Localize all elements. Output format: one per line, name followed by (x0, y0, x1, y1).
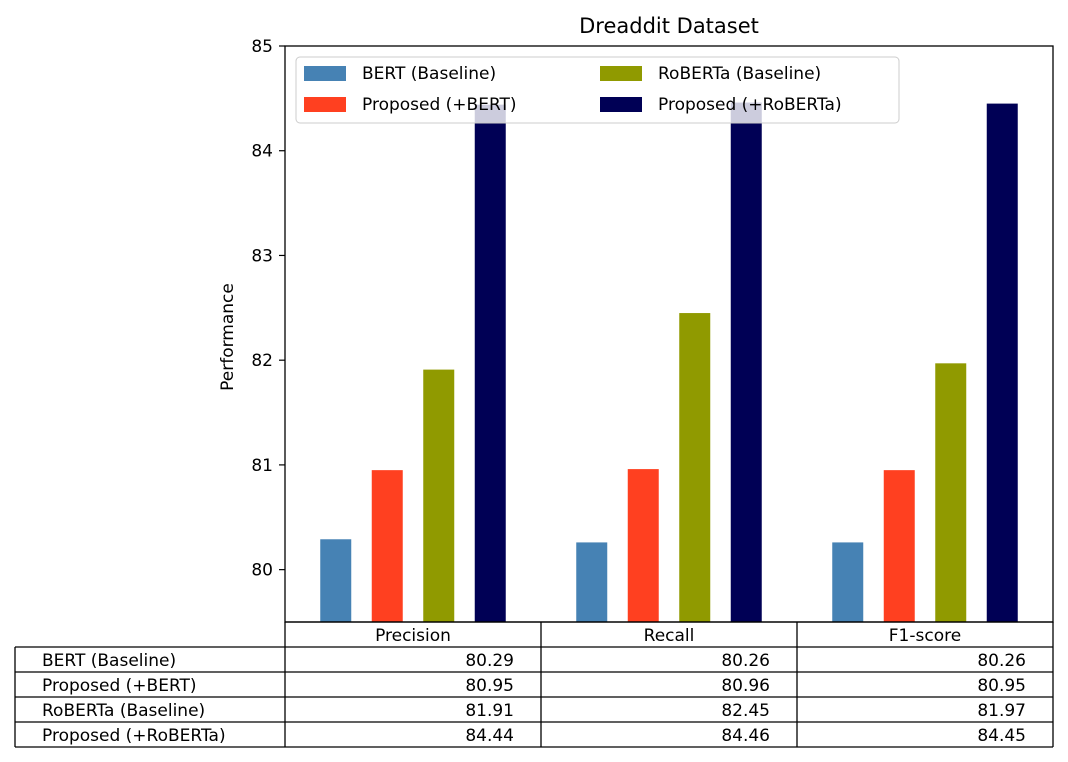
bar-bert-baseline-precision (320, 539, 352, 622)
legend-swatch-proposed-bert (304, 97, 346, 112)
table-cell: 82.45 (721, 701, 770, 721)
data-table: Precision Recall F1-score BERT (Baseline) 80… (14, 621, 1054, 748)
y-tick-label: 81 (251, 456, 273, 476)
table-cell: 80.29 (465, 651, 514, 671)
table-cell: 80.26 (721, 651, 770, 671)
legend-label-roberta-baseline: RoBERTa (Baseline) (658, 64, 821, 84)
y-axis: 80 81 82 83 84 85 (251, 37, 285, 581)
table-cell: 80.26 (977, 651, 1026, 671)
legend-swatch-proposed-roberta (600, 97, 642, 112)
legend-label-bert-baseline: BERT (Baseline) (362, 64, 496, 84)
legend-label-proposed-bert: Proposed (+BERT) (362, 95, 517, 115)
table-header-f1-score: F1-score (889, 626, 961, 646)
bar-proposed-bert-f1-score (883, 470, 915, 622)
legend-label-proposed-roberta: Proposed (+RoBERTa) (658, 95, 842, 115)
table-cell: 84.44 (465, 726, 514, 746)
bar-bert-baseline-f1-score (832, 542, 864, 622)
table-row-label: RoBERTa (Baseline) (42, 701, 205, 721)
table-cell: 80.95 (465, 676, 514, 696)
bar-proposed-bert-precision (371, 470, 403, 622)
bar-proposed-bert-recall (627, 469, 659, 622)
bar-roberta-baseline-recall (679, 313, 711, 622)
table-cell: 81.97 (977, 701, 1026, 721)
table-row-label: Proposed (+RoBERTa) (42, 726, 226, 746)
bar-bert-baseline-recall (576, 542, 608, 622)
bar-roberta-baseline-f1-score (935, 363, 967, 622)
table-cell: 84.45 (977, 726, 1026, 746)
legend-swatch-roberta-baseline (600, 66, 642, 81)
y-tick-label: 84 (251, 142, 273, 162)
legend: BERT (Baseline) Proposed (+BERT) RoBERTa (… (295, 56, 900, 124)
table-cell: 84.46 (721, 726, 770, 746)
table-cell: 81.91 (465, 701, 514, 721)
table-row-label: BERT (Baseline) (42, 651, 176, 671)
table-cell: 80.96 (721, 676, 770, 696)
y-tick-label: 80 (251, 561, 273, 581)
y-tick-label: 85 (251, 37, 273, 57)
bar-roberta-baseline-precision (423, 369, 455, 622)
y-axis-label: Performance (218, 283, 238, 391)
table-row-label: Proposed (+BERT) (42, 676, 197, 696)
bar-proposed-roberta-recall (730, 102, 762, 622)
table-header-recall: Recall (644, 626, 695, 646)
table-header-precision: Precision (375, 626, 451, 646)
bar-proposed-roberta-precision (474, 104, 506, 622)
bars-layer (320, 102, 1018, 623)
chart-title: Dreaddit Dataset (579, 14, 759, 38)
legend-swatch-bert-baseline (304, 66, 346, 81)
y-tick-label: 83 (251, 246, 273, 266)
table-cell: 80.95 (977, 676, 1026, 696)
legend-box (295, 56, 900, 124)
y-tick-label: 82 (251, 351, 273, 371)
bar-proposed-roberta-f1-score (986, 103, 1018, 623)
